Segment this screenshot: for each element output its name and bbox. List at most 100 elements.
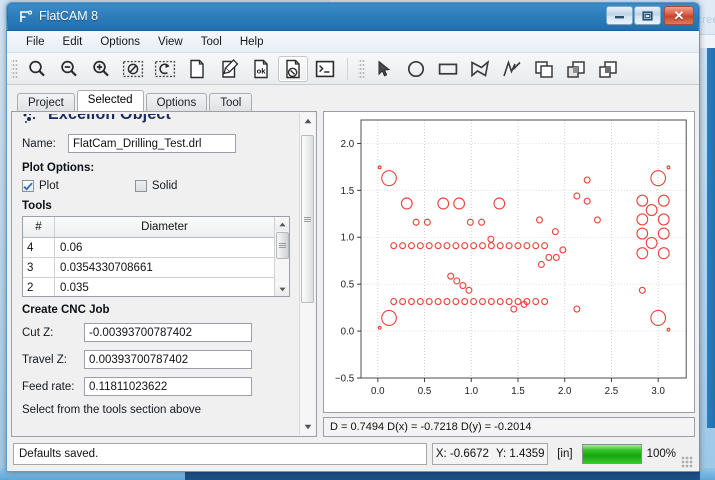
- scroll-down-arrow-icon[interactable]: [275, 282, 289, 296]
- intersection-icon: [567, 60, 585, 78]
- tab-tool[interactable]: Tool: [209, 93, 253, 112]
- plot-checkbox[interactable]: [22, 180, 34, 192]
- status-message-text: Defaults saved.: [19, 448, 99, 460]
- svg-text:0.5: 0.5: [418, 386, 432, 397]
- svg-text:2.0: 2.0: [558, 386, 572, 397]
- object-name-input[interactable]: [68, 134, 236, 153]
- menu-help[interactable]: Help: [239, 35, 264, 48]
- checkmark-icon: [23, 182, 33, 191]
- flatcam-main-window: FlatCAM 8 ✕ File Edit Options View Tool …: [6, 2, 700, 472]
- menu-options[interactable]: Options: [100, 35, 140, 48]
- hint-row: Select from the tools section above: [22, 404, 298, 416]
- selected-panel-scroll-content: Excellon Object Name: Plot Options:: [14, 114, 298, 434]
- solid-checkbox-label: Solid: [151, 180, 178, 192]
- edit-geometry-button[interactable]: [214, 56, 244, 82]
- mouse-coordinates: X: -0.6672 Y: 1.4359: [432, 443, 549, 465]
- polygon-icon: [471, 59, 490, 77]
- add-circle-button[interactable]: [401, 56, 431, 82]
- tab-options[interactable]: Options: [145, 93, 208, 112]
- zoom-in-button[interactable]: [86, 56, 116, 82]
- table-row[interactable]: 4 0.06: [23, 238, 274, 258]
- table-row[interactable]: 3 0.0354330708661: [23, 258, 274, 278]
- minimize-icon: [615, 16, 624, 19]
- command-line-button[interactable]: [310, 56, 340, 82]
- polyline-icon: [503, 59, 521, 76]
- tool-number: 3: [23, 258, 55, 277]
- scatter-plot[interactable]: 0.0 0.5 1.0 1.5 2.0 2.5 3.0 −0.5 0.0 0.5 1.0 1.5 2.0: [324, 112, 694, 412]
- add-rectangle-button[interactable]: [433, 56, 463, 82]
- svg-text:1.5: 1.5: [511, 386, 525, 397]
- tools-col-number-header: #: [23, 217, 55, 237]
- delete-object-icon: [286, 59, 300, 78]
- panel-scroll-down-arrow-icon[interactable]: [300, 419, 315, 435]
- menu-view[interactable]: View: [158, 35, 183, 48]
- scrollbar-grip-icon: [304, 216, 311, 222]
- window-body: Project Selected Options Tool: [7, 85, 699, 437]
- panel-scrollbar[interactable]: [299, 113, 315, 435]
- selected-tab-panel: Excellon Object Name: Plot Options:: [11, 111, 317, 437]
- tab-project[interactable]: Project: [17, 93, 75, 112]
- new-blank-geometry-button[interactable]: [182, 56, 212, 82]
- tab-selected[interactable]: Selected: [76, 90, 144, 111]
- delete-object-button[interactable]: [278, 55, 308, 82]
- update-geometry-ok-icon: ok: [254, 59, 268, 78]
- svg-text:1.5: 1.5: [341, 186, 355, 197]
- tool-diameter: 0.0354330708661: [60, 261, 153, 274]
- tool-number: 4: [23, 238, 55, 257]
- replot-icon: [154, 60, 176, 77]
- intersection-button[interactable]: [561, 56, 591, 82]
- toolbar-grip-right[interactable]: [358, 57, 365, 80]
- solid-checkbox[interactable]: [134, 180, 147, 192]
- edit-geometry-icon: [222, 58, 239, 78]
- zoom-fit-button[interactable]: [22, 56, 52, 82]
- union-button[interactable]: [529, 56, 559, 82]
- select-arrow-icon: [378, 59, 391, 76]
- plot-gridlines: [361, 120, 687, 379]
- panel-scroll-up-arrow-icon[interactable]: [300, 113, 315, 129]
- menu-edit[interactable]: Edit: [62, 35, 83, 48]
- tools-scrollbar-thumb[interactable]: [276, 232, 289, 259]
- maximize-button[interactable]: [634, 6, 661, 25]
- progress-percent-label: 100%: [646, 448, 676, 460]
- clear-plot-button[interactable]: [118, 56, 148, 82]
- select-button[interactable]: [369, 56, 399, 82]
- add-polygon-button[interactable]: [465, 56, 495, 82]
- table-row[interactable]: 2 0.035: [23, 278, 274, 296]
- subtract-button[interactable]: [593, 56, 623, 82]
- panel-scrollbar-thumb[interactable]: [301, 135, 314, 303]
- svg-text:ok: ok: [257, 66, 267, 75]
- units-indicator[interactable]: [in]: [557, 448, 573, 460]
- coordinate-x: X: -0.6672: [435, 448, 489, 460]
- delta-readout-bar: D = 0.7494 D(x) = -0.7218 D(y) = -0.2014: [323, 417, 695, 437]
- window-resize-grip[interactable]: [681, 456, 693, 468]
- zoom-out-button[interactable]: [54, 56, 84, 82]
- close-button[interactable]: ✕: [664, 6, 694, 25]
- plot-canvas[interactable]: 0.0 0.5 1.0 1.5 2.0 2.5 3.0 −0.5 0.0 0.5 1.0 1.5 2.0: [323, 111, 695, 413]
- toolbar-grip-left[interactable]: [11, 57, 18, 80]
- tools-label-row: Tools: [22, 200, 298, 212]
- cut-z-input[interactable]: [84, 323, 252, 342]
- replot-button[interactable]: [150, 56, 180, 82]
- scrollbar-grip-icon: [279, 243, 286, 248]
- plot-checkbox-label: Plot: [39, 180, 59, 192]
- travel-z-input[interactable]: [84, 350, 252, 369]
- coordinate-y: Y: 1.4359: [495, 448, 545, 460]
- clear-plot-icon: [122, 60, 144, 77]
- menu-tool[interactable]: Tool: [200, 35, 222, 48]
- menu-file[interactable]: File: [26, 35, 45, 48]
- travel-z-row: Travel Z:: [22, 350, 298, 369]
- feed-rate-input[interactable]: [84, 377, 252, 396]
- panel-tabbar: Project Selected Options Tool: [11, 89, 317, 112]
- tools-table: # Diameter 4 0.06 3 0.0354330708661: [22, 216, 290, 297]
- add-path-button[interactable]: [497, 56, 527, 82]
- minimize-button[interactable]: [606, 6, 633, 25]
- cut-z-label: Cut Z:: [22, 326, 54, 339]
- background-right-edge: [707, 48, 715, 428]
- update-geometry-button[interactable]: ok: [246, 56, 276, 82]
- zoom-fit-icon: [29, 60, 45, 76]
- name-label: Name:: [22, 137, 56, 150]
- tools-table-scrollbar[interactable]: [274, 217, 289, 296]
- window-titlebar[interactable]: FlatCAM 8 ✕: [7, 3, 699, 31]
- scroll-up-arrow-icon[interactable]: [275, 217, 289, 231]
- new-blank-icon: [190, 59, 204, 78]
